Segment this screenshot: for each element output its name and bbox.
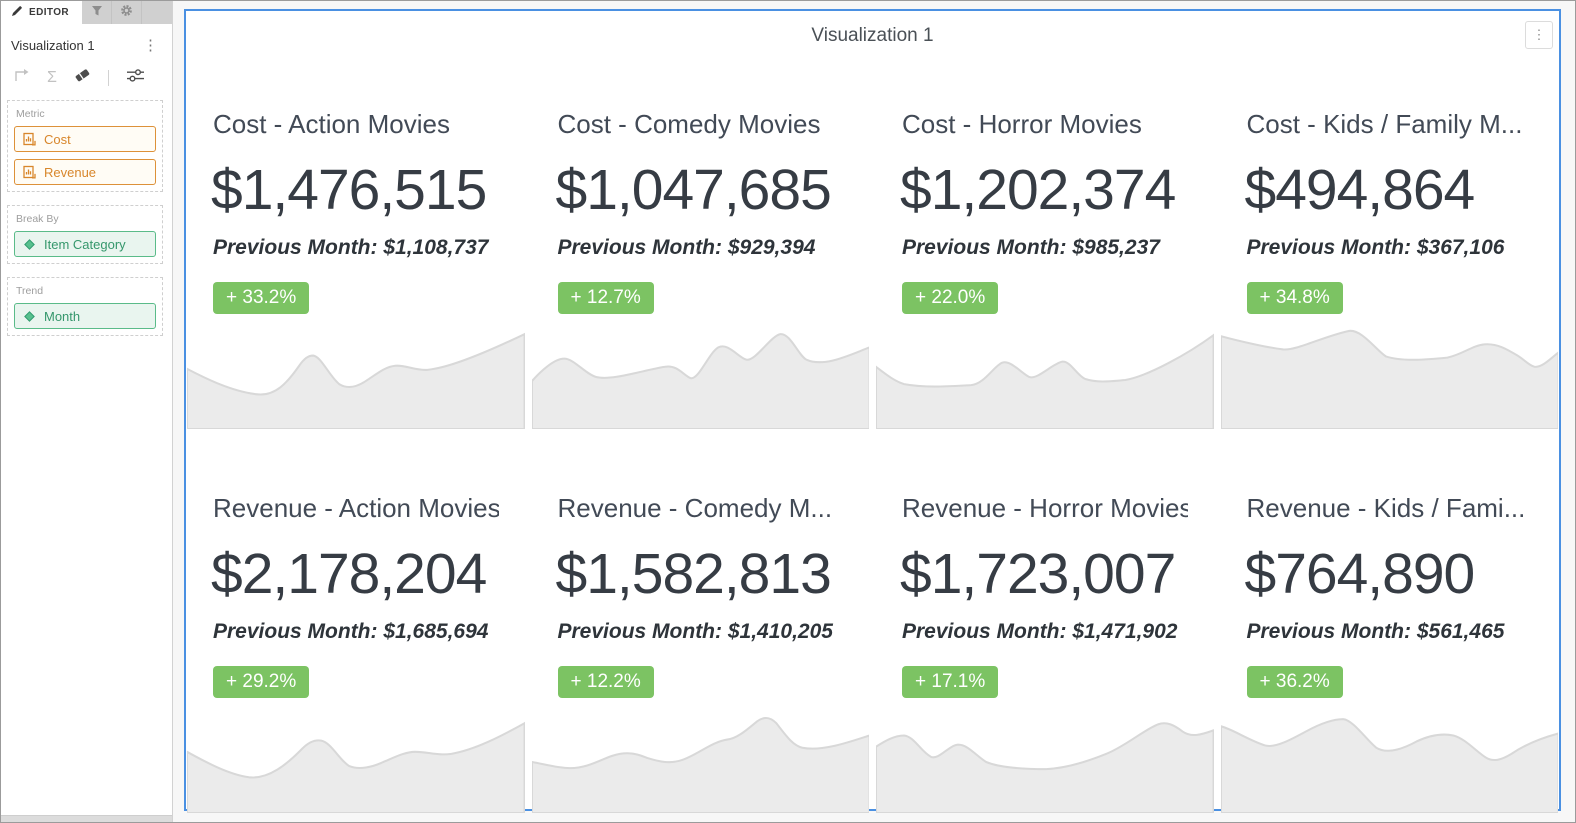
area-sparkline <box>1220 330 1558 429</box>
kpi-change-badge: + 22.0% <box>902 282 999 315</box>
kebab-menu-button[interactable]: ⋮ <box>1525 21 1553 49</box>
kpi-change-badge: + 33.2% <box>213 282 310 315</box>
kpi-card[interactable]: Revenue - Action Movies $2,178,204 Previou… <box>187 447 525 813</box>
kpi-title: Revenue - Action Movies <box>213 493 499 523</box>
section-label: Trend <box>16 285 44 297</box>
kpi-title: Cost - Action Movies <box>213 109 450 139</box>
chip-label: Cost <box>44 131 71 147</box>
axes-swap-icon[interactable] <box>13 68 30 88</box>
area-sparkline <box>187 333 525 429</box>
chip-label: Month <box>44 308 81 324</box>
diamond-icon <box>23 310 36 323</box>
area-sparkline <box>531 333 869 429</box>
area-sparkline <box>531 716 869 813</box>
visualization-title: Visualization 1 <box>811 25 934 46</box>
kpi-title: Cost - Comedy Movies <box>557 109 821 139</box>
kpi-title: Revenue - Comedy M... <box>557 493 833 523</box>
chip-label: Revenue <box>44 164 97 180</box>
tab-editor-label: EDITOR <box>29 7 69 18</box>
sigma-icon[interactable]: Σ <box>47 68 57 86</box>
filter-icon <box>91 4 103 22</box>
kpi-card[interactable]: Cost - Horror Movies $1,202,374 Previous M… <box>876 63 1214 429</box>
metric-bars-icon <box>23 132 36 146</box>
kpi-card[interactable]: Cost - Action Movies $1,476,515 Previous M… <box>187 63 525 429</box>
kpi-card[interactable]: Revenue - Kids / Fami... $764,890 Previous… <box>1220 447 1558 813</box>
area-sparkline <box>876 333 1214 429</box>
kpi-previous: Previous Month: $985,237 <box>902 236 1160 260</box>
horizontal-scrollbar[interactable] <box>1 815 172 822</box>
kpi-card[interactable]: Cost - Comedy Movies $1,047,685 Previous M… <box>531 63 869 429</box>
kpi-value: $2,178,204 <box>211 542 487 606</box>
dropzone-trend[interactable]: Trend Month <box>7 277 163 336</box>
kpi-card[interactable]: Cost - Kids / Family M... $494,864 Previou… <box>1220 63 1558 429</box>
chip-month[interactable]: Month <box>14 303 156 329</box>
section-label: Metric <box>16 108 45 120</box>
kpi-change-badge: + 34.8% <box>1246 282 1343 315</box>
area-sparkline <box>1220 718 1558 813</box>
kpi-value: $764,890 <box>1244 542 1476 606</box>
kpi-title: Revenue - Kids / Fami... <box>1246 493 1526 523</box>
dropzone-metric[interactable]: Metric Cost Revenue <box>7 100 163 192</box>
kpi-title: Cost - Kids / Family M... <box>1246 109 1523 139</box>
kpi-value: $1,047,685 <box>555 158 832 222</box>
panel-tabbar: EDITOR <box>1 1 172 24</box>
tab-editor[interactable]: EDITOR <box>1 1 82 24</box>
tab-format[interactable] <box>112 1 142 24</box>
kpi-previous: Previous Month: $1,108,737 <box>213 236 489 260</box>
editor-toolbar: Σ <box>1 58 172 100</box>
kpi-previous: Previous Month: $367,106 <box>1246 236 1505 260</box>
toolbar-divider <box>107 69 109 86</box>
kpi-change-badge: + 12.2% <box>557 666 654 699</box>
kpi-previous: Previous Month: $929,394 <box>557 236 816 260</box>
editor-panel: EDITOR Visualization 1 ⋮ Σ <box>1 1 173 822</box>
kpi-change-badge: + 17.1% <box>902 666 999 699</box>
chip-revenue[interactable]: Revenue <box>14 159 156 185</box>
visualization-container[interactable]: Visualization 1 ⋮ Cost - Action Movies $1… <box>184 9 1561 813</box>
kpi-value: $1,723,007 <box>900 542 1176 606</box>
area-sparkline <box>187 722 525 813</box>
tab-filter[interactable] <box>82 1 112 24</box>
area-sparkline <box>876 722 1214 813</box>
sidebar-sections: Metric Cost Revenue Break By Item Category Tr… <box>1 100 172 336</box>
kpi-title: Cost - Horror Movies <box>902 109 1142 139</box>
kpi-value: $494,864 <box>1244 158 1476 222</box>
metric-bars-icon <box>23 165 36 179</box>
kpi-title: Revenue - Horror Movies <box>902 493 1188 523</box>
kpi-grid: Cost - Action Movies $1,476,515 Previous M… <box>187 63 1558 813</box>
kpi-previous: Previous Month: $1,410,205 <box>557 620 833 644</box>
kpi-value: $1,582,813 <box>555 542 832 606</box>
kpi-change-badge: + 29.2% <box>213 666 310 699</box>
kpi-value: $1,202,374 <box>900 158 1176 222</box>
kpi-previous: Previous Month: $1,685,694 <box>213 620 489 644</box>
section-label: Break By <box>16 213 59 225</box>
eraser-icon[interactable] <box>74 67 91 88</box>
kpi-previous: Previous Month: $561,465 <box>1246 620 1505 644</box>
diamond-icon <box>23 238 36 251</box>
chip-cost[interactable]: Cost <box>14 126 156 152</box>
kpi-change-badge: + 12.7% <box>557 282 654 315</box>
pencil-icon <box>11 5 23 20</box>
chip-label: Item Category <box>44 236 126 252</box>
dropzone-break-by[interactable]: Break By Item Category <box>7 205 163 264</box>
kpi-previous: Previous Month: $1,471,902 <box>902 620 1178 644</box>
kpi-card[interactable]: Revenue - Comedy M... $1,582,813 Previous … <box>531 447 869 813</box>
kpi-value: $1,476,515 <box>211 158 487 222</box>
chip-item-category[interactable]: Item Category <box>14 231 156 257</box>
kpi-card[interactable]: Revenue - Horror Movies $1,723,007 Previou… <box>876 447 1214 813</box>
panel-title: Visualization 1 <box>11 37 95 53</box>
sliders-icon[interactable] <box>126 68 145 88</box>
kpi-change-badge: + 36.2% <box>1246 666 1343 699</box>
kebab-menu-icon[interactable]: ⋮ <box>143 37 158 54</box>
gear-icon <box>120 4 133 22</box>
